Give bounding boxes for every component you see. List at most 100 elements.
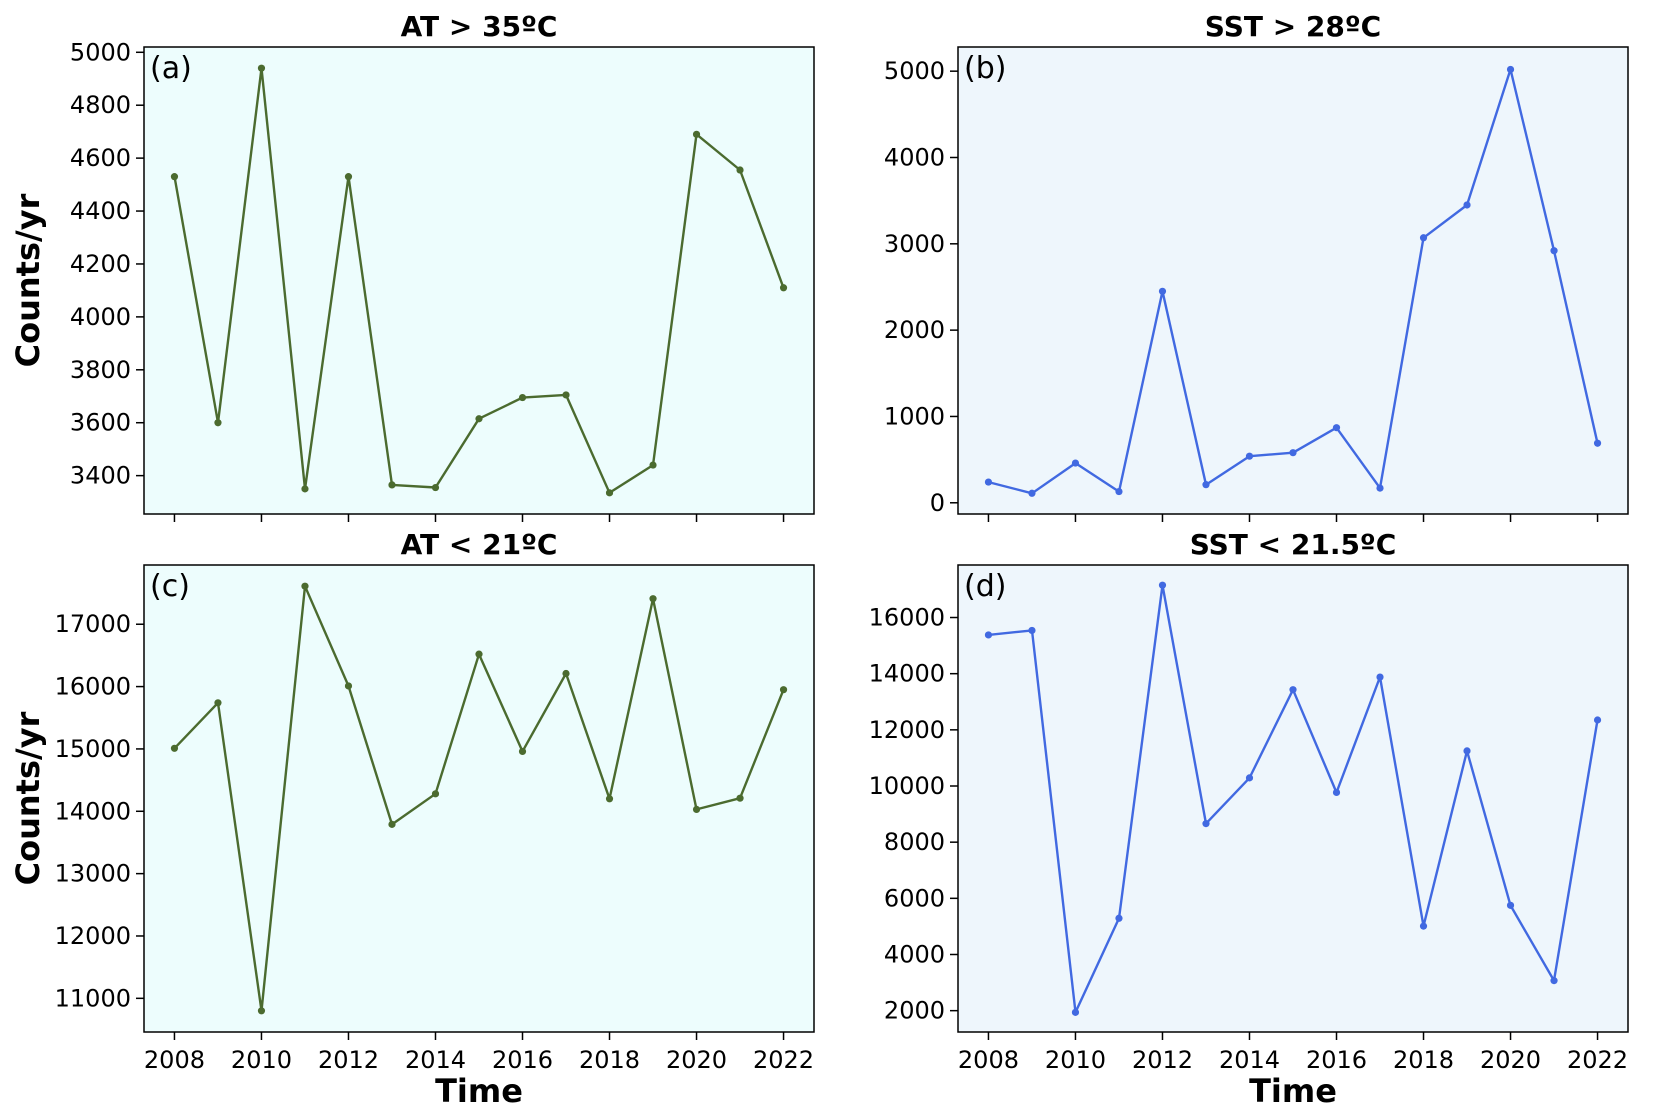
data-point — [1376, 484, 1384, 492]
data-point — [388, 481, 396, 489]
data-point — [984, 478, 993, 486]
chart-panel-1: 3400 3600 3800 4000 4200 4400 4600 4800 5000 AT >… — [9, 10, 815, 522]
plot-frame — [957, 564, 1629, 1033]
y-tick-label: 4600 — [70, 144, 131, 172]
data-point — [214, 699, 222, 707]
plot-frame — [143, 46, 815, 515]
y-tick-label: 4000 — [884, 143, 945, 171]
x-tick-label: 2008 — [958, 1046, 1019, 1074]
data-point — [1376, 673, 1384, 681]
x-tick-label: 2020 — [666, 1046, 727, 1074]
y-tick-label: 14000 — [55, 797, 131, 825]
y-tick-label: 12000 — [55, 922, 131, 950]
data-point — [1593, 439, 1602, 447]
data-point — [779, 284, 788, 292]
y-tick-label: 3400 — [70, 462, 131, 490]
y-axis-label: Counts/yr — [9, 711, 47, 885]
data-point — [1158, 287, 1167, 295]
chart-panel-2: 0 1000 2000 3000 4000 5000 SST > 28ºC (b) — [884, 10, 1629, 522]
plot-area — [144, 565, 814, 1032]
y-tick-label: 16000 — [869, 604, 945, 632]
data-point — [257, 1007, 266, 1015]
data-point — [1245, 452, 1254, 460]
x-tick-label: 2020 — [1480, 1046, 1541, 1074]
y-tick-label: 12000 — [869, 716, 945, 744]
data-point — [1289, 449, 1297, 457]
data-point — [431, 790, 440, 798]
chart-title: SST > 28ºC — [1205, 10, 1381, 43]
data-point — [1158, 581, 1167, 589]
data-point — [1115, 487, 1123, 496]
data-point — [1202, 481, 1210, 489]
data-point — [562, 669, 570, 678]
data-point — [1071, 1008, 1080, 1016]
y-tick-label: 1000 — [884, 402, 945, 430]
plot-frame — [957, 46, 1629, 515]
y-tick-label: 5000 — [884, 57, 945, 85]
data-point — [301, 485, 309, 493]
data-point — [1593, 716, 1602, 724]
panel-label: (d) — [964, 569, 1006, 604]
x-axis-label: Time — [1249, 1072, 1337, 1107]
y-tick-label: 6000 — [884, 884, 945, 912]
data-point — [1202, 820, 1210, 828]
data-point — [1506, 901, 1515, 909]
data-point — [1071, 459, 1080, 467]
chart-title: AT < 21ºC — [401, 528, 558, 561]
data-point — [431, 483, 440, 492]
x-tick-label: 2022 — [753, 1046, 814, 1074]
data-point — [1506, 65, 1515, 74]
y-tick-label: 4400 — [70, 197, 131, 225]
data-point — [518, 393, 527, 402]
x-tick-label: 2016 — [1306, 1046, 1367, 1074]
data-point — [170, 173, 179, 181]
x-tick-label: 2008 — [144, 1046, 205, 1074]
x-tick-label: 2012 — [318, 1046, 379, 1074]
data-point — [692, 805, 701, 814]
y-tick-label: 4000 — [884, 940, 945, 968]
x-tick-label: 2022 — [1567, 1046, 1628, 1074]
data-point — [170, 744, 179, 752]
y-tick-label: 14000 — [869, 660, 945, 688]
data-point — [214, 419, 222, 427]
chart-panel-3: 11000 12000 13000 14000 15000 16000 17000 2008 2… — [9, 528, 815, 1107]
y-tick-label: 2000 — [884, 997, 945, 1025]
panel-label: (c) — [150, 569, 190, 604]
y-tick-label: 16000 — [55, 673, 131, 701]
data-point — [1332, 424, 1341, 432]
plot-area — [144, 47, 814, 514]
data-point — [1419, 922, 1428, 930]
y-tick-label: 17000 — [55, 610, 131, 638]
data-point — [1115, 914, 1123, 922]
y-tick-label: 5000 — [70, 38, 131, 66]
y-tick-label: 2000 — [884, 316, 945, 344]
x-tick-label: 2014 — [405, 1046, 466, 1074]
data-point — [649, 461, 657, 469]
panel-label: (a) — [150, 51, 192, 86]
x-tick-label: 2014 — [1219, 1046, 1280, 1074]
data-point — [475, 415, 483, 423]
chart-panel-4: 2000 4000 6000 8000 10000 12000 14000 16000 2008… — [869, 528, 1629, 1107]
data-point — [736, 166, 744, 174]
plot-frame — [143, 564, 815, 1033]
y-tick-label: 11000 — [55, 984, 131, 1012]
panel-label: (b) — [964, 51, 1006, 86]
data-point — [475, 650, 483, 658]
data-point — [984, 631, 993, 639]
x-tick-label: 2010 — [1045, 1046, 1106, 1074]
x-tick-label: 2018 — [1393, 1046, 1454, 1074]
data-point — [257, 64, 266, 72]
y-tick-label: 3800 — [70, 356, 131, 384]
data-point — [692, 130, 701, 138]
data-point — [1550, 977, 1558, 985]
x-axis-label: Time — [435, 1072, 523, 1107]
x-tick-label: 2010 — [231, 1046, 292, 1074]
data-point — [649, 595, 657, 603]
y-tick-label: 13000 — [55, 860, 131, 888]
data-point — [1463, 747, 1471, 755]
data-point — [605, 489, 614, 497]
y-tick-label: 15000 — [55, 735, 131, 763]
y-tick-label: 10000 — [869, 772, 945, 800]
y-tick-label: 4200 — [70, 250, 131, 278]
